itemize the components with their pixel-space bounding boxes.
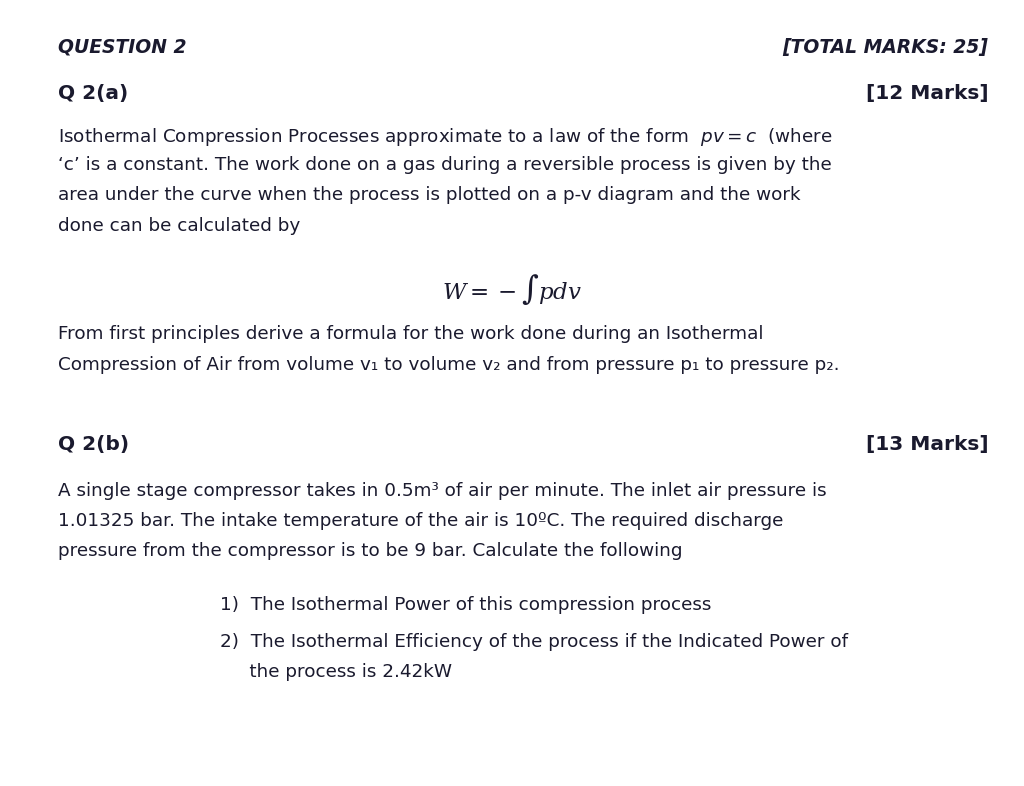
Text: $W = -\int pdv$: $W = -\int pdv$ <box>442 272 582 307</box>
Text: 1)  The Isothermal Power of this compression process: 1) The Isothermal Power of this compress… <box>220 597 712 614</box>
Text: QUESTION 2: QUESTION 2 <box>58 38 186 57</box>
Text: 1.01325 bar. The intake temperature of the air is 10ºC. The required discharge: 1.01325 bar. The intake temperature of t… <box>58 512 783 530</box>
Text: [13 Marks]: [13 Marks] <box>865 435 988 454</box>
Text: area under the curve when the process is plotted on a p-v diagram and the work: area under the curve when the process is… <box>58 186 801 204</box>
Text: [TOTAL MARKS: 25]: [TOTAL MARKS: 25] <box>782 38 988 57</box>
Text: Compression of Air from volume v₁ to volume v₂ and from pressure p₁ to pressure : Compression of Air from volume v₁ to vol… <box>58 355 840 373</box>
Text: ‘c’ is a constant. The work done on a gas during a reversible process is given b: ‘c’ is a constant. The work done on a ga… <box>58 156 833 174</box>
Text: A single stage compressor takes in 0.5m³ of air per minute. The inlet air pressu: A single stage compressor takes in 0.5m³… <box>58 482 827 500</box>
Text: Isothermal Compression Processes approximate to a law of the form  $pv = c$  (wh: Isothermal Compression Processes approxi… <box>58 126 833 148</box>
Text: Q 2(b): Q 2(b) <box>58 435 129 454</box>
Text: 2)  The Isothermal Efficiency of the process if the Indicated Power of: 2) The Isothermal Efficiency of the proc… <box>220 633 848 651</box>
Text: pressure from the compressor is to be 9 bar. Calculate the following: pressure from the compressor is to be 9 … <box>58 542 683 560</box>
Text: done can be calculated by: done can be calculated by <box>58 216 301 234</box>
Text: [12 Marks]: [12 Marks] <box>865 84 988 103</box>
Text: the process is 2.42kW: the process is 2.42kW <box>220 663 453 681</box>
Text: From first principles derive a formula for the work done during an Isothermal: From first principles derive a formula f… <box>58 325 764 343</box>
Text: Q 2(a): Q 2(a) <box>58 84 129 103</box>
